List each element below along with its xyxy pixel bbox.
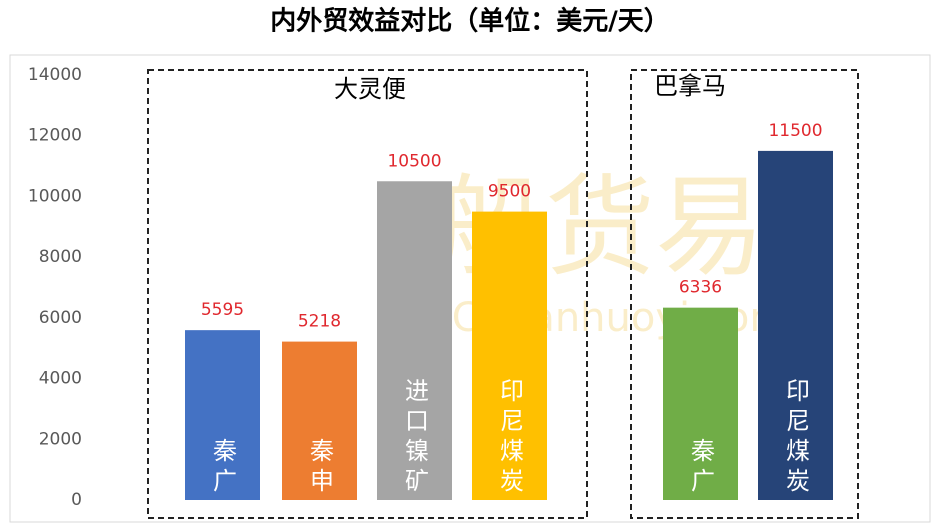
bar (472, 211, 547, 500)
group-box (630, 69, 859, 519)
category-label: 秦广 (208, 438, 237, 498)
plot-frame (9, 54, 931, 523)
bar (758, 150, 833, 500)
y-tick-label: 2000 (39, 429, 82, 449)
category-label: 印尼煤炭 (781, 378, 810, 498)
y-tick-label: 8000 (39, 247, 82, 267)
y-tick-label: 14000 (28, 65, 82, 85)
category-label: 秦广 (686, 438, 715, 498)
bar (185, 330, 260, 500)
value-label: 5218 (298, 312, 341, 332)
y-tick-label: 6000 (39, 308, 82, 328)
group-label: 大灵便 (334, 75, 406, 103)
value-label: 9500 (488, 182, 531, 202)
group-label: 巴拿马 (654, 72, 726, 100)
category-label: 进口镍矿 (400, 378, 429, 498)
bar (282, 341, 357, 500)
category-label: 秦申 (305, 438, 334, 498)
value-label: 6336 (679, 278, 722, 298)
chart-title: 内外贸效益对比（单位：美元/天） (270, 6, 670, 37)
value-label: 10500 (387, 151, 441, 171)
value-label: 11500 (768, 121, 822, 141)
bar (663, 307, 738, 500)
y-tick-label: 4000 (39, 369, 82, 389)
y-tick-label: 12000 (28, 126, 82, 146)
y-tick-label: 0 (71, 490, 82, 510)
group-box (147, 69, 588, 519)
y-tick-label: 10000 (28, 186, 82, 206)
value-label: 5595 (201, 300, 244, 320)
category-label: 印尼煤炭 (495, 378, 524, 498)
bar (377, 181, 452, 500)
